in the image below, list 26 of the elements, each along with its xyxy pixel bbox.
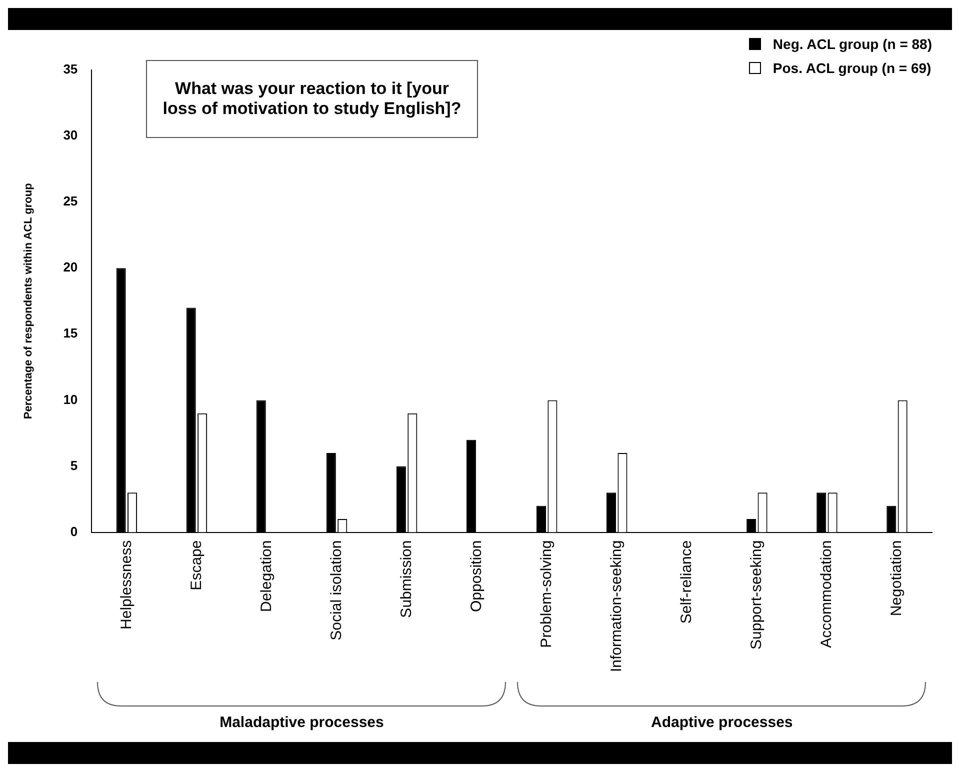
x-tick-label: Problem-solving [538,540,555,648]
x-tick-label: Support-seeking [748,540,766,650]
x-tick-label: Escape [188,540,205,590]
x-tick-label: Submission [398,540,415,618]
x-tick-label: Accommodation [818,540,836,648]
text: What was your reaction to it [your loss of motivation to study English]? [146,60,478,138]
x-tick-label: Opposition [468,540,485,612]
y-axis-title: Percentage of respondents within ACL group [22,182,35,420]
legend-label: Neg. ACL group (n = 88) [772,36,932,52]
y-tick-label: 10 [63,392,78,407]
y-tick-label: 20 [63,260,78,275]
text: Maladaptive processes [218,714,385,731]
legend-label: Pos. ACL group (n = 69) [772,60,932,76]
x-tick-label: Social isolation [328,540,345,640]
y-tick-label: 15 [63,326,78,341]
y-tick-label: 25 [63,194,78,209]
text: Adaptive processes [650,714,794,731]
y-tick-label: 35 [63,62,78,77]
x-tick-label: Helplessness [118,540,135,630]
y-tick-label: 30 [63,128,78,143]
x-tick-label: Negotiation [888,540,906,616]
x-tick-label: Information-seeking [608,540,626,672]
x-tick-label: Self-reliance [678,540,696,624]
y-tick-label: 5 [70,458,78,473]
x-tick-label: Delegation [258,540,275,612]
y-tick-label: 0 [70,524,78,539]
